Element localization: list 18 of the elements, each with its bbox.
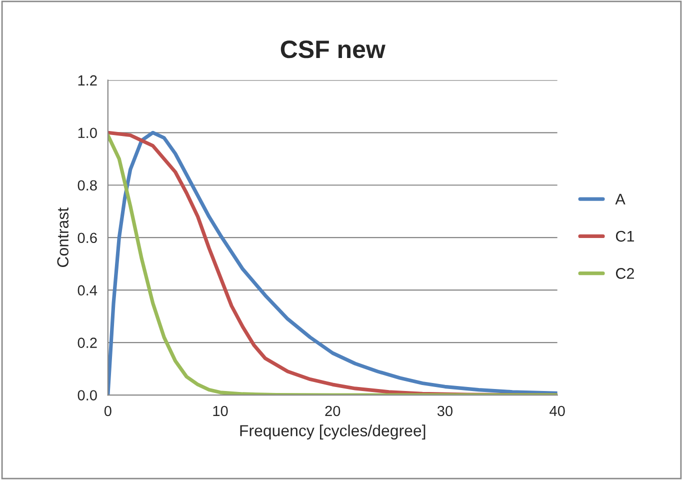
x-tick-label: 20 xyxy=(325,406,340,416)
y-tick-label: 0.0 xyxy=(78,390,97,400)
legend-label: C2 xyxy=(616,268,634,279)
y-tick-label: 0.2 xyxy=(78,338,97,348)
y-axis-title: Contrast xyxy=(57,208,69,267)
y-tick-label: 0.6 xyxy=(78,232,97,244)
x-tick-label: 0 xyxy=(104,406,112,416)
y-tick-label: 1.0 xyxy=(78,128,97,138)
chart-title: CSF new xyxy=(280,40,386,58)
y-tick-label: 0.4 xyxy=(78,285,98,296)
y-tick-label: 1.2 xyxy=(78,75,97,86)
y-tick-label: 0.8 xyxy=(78,180,97,191)
x-tick-label: 10 xyxy=(213,406,228,416)
x-axis-title: Frequency [cycles/degree] xyxy=(240,424,426,440)
legend-label: C1 xyxy=(616,230,634,242)
legend-label: A xyxy=(615,194,626,204)
x-tick-label: 40 xyxy=(550,406,565,416)
x-tick-label: 30 xyxy=(437,406,453,416)
